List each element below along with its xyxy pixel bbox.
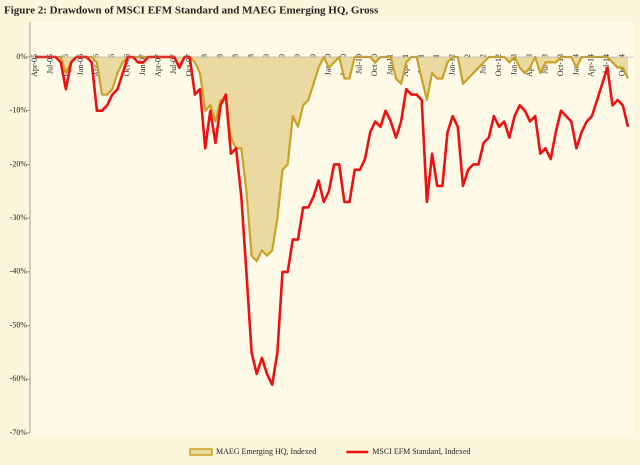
x-tick-label: Oct-07 xyxy=(185,54,194,76)
x-tick-label: Oct-10 xyxy=(370,54,379,76)
y-tick-label: -50% xyxy=(10,320,28,329)
x-tick-label: Apr-07 xyxy=(154,54,163,77)
y-tick-label: -10% xyxy=(10,106,28,115)
x-tick-label: Jan-11 xyxy=(386,54,395,75)
series-line xyxy=(35,55,630,386)
x-tick-label: Jan-12 xyxy=(448,54,457,75)
x-tick-label: Jul-14 xyxy=(602,54,611,74)
x-tick-label: Oct-12 xyxy=(494,54,503,76)
x-tick-label: Apr-06 xyxy=(92,54,101,77)
chart-title: Figure 2: Drawdown of MSCI EFM Standard … xyxy=(4,5,379,17)
y-tick-label: -70% xyxy=(10,428,28,437)
x-tick-label: Jul-10 xyxy=(355,54,364,74)
x-tick-label: Jan-13 xyxy=(509,54,518,75)
y-tick-label: -60% xyxy=(10,374,28,383)
y-tick-label: -30% xyxy=(10,213,28,222)
x-tick-label: Apr-14 xyxy=(587,54,596,77)
legend-label: MAEG Emerging HQ, Indexed xyxy=(216,447,316,456)
x-tick-label: Oct-13 xyxy=(556,54,565,76)
legend-label: MSCI EFM Standard, Indexed xyxy=(372,447,470,456)
x-tick-label: Oct-06 xyxy=(123,54,132,76)
x-tick-label: Jan-06 xyxy=(76,54,85,75)
plot-area xyxy=(30,22,634,435)
y-tick-label: -40% xyxy=(10,267,28,276)
x-tick-label: Jul-07 xyxy=(169,54,178,74)
legend-swatch xyxy=(189,448,213,456)
x-tick-label: Apr-05 xyxy=(30,54,39,77)
x-tick-label: Jul-05 xyxy=(45,54,54,74)
y-tick-label: -20% xyxy=(10,159,28,168)
y-tick-label: 0% xyxy=(16,52,27,61)
x-tick-label: Jan-07 xyxy=(138,54,147,75)
